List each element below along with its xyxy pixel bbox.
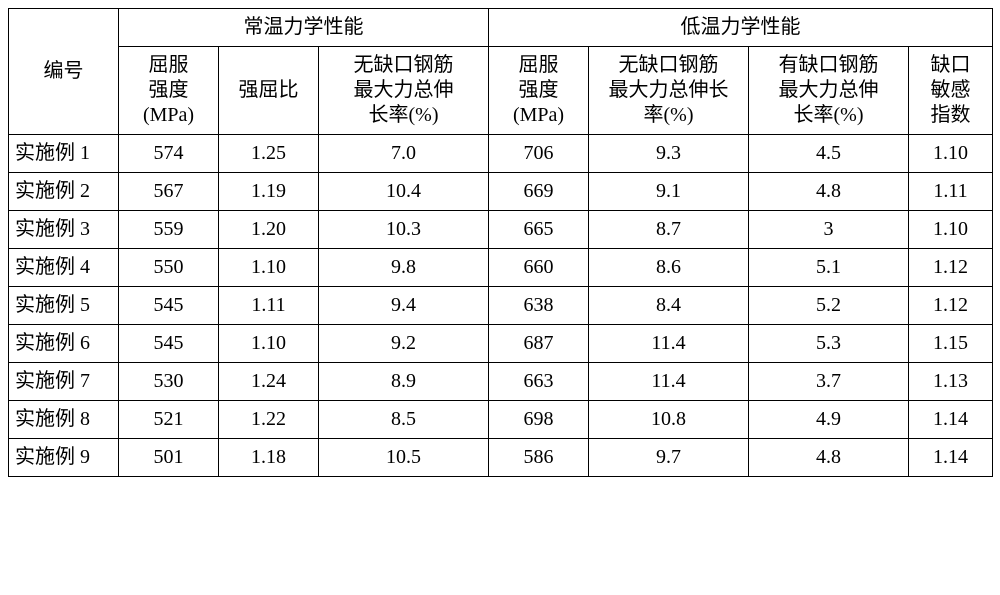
cell-lt-yield-strength: 665: [489, 211, 589, 249]
table-body: 实施例 15741.257.07069.34.51.10实施例 25671.19…: [9, 135, 993, 477]
cell-lt-elongation-notched: 4.8: [749, 439, 909, 477]
cell-rt-strength-ratio: 1.25: [219, 135, 319, 173]
cell-rt-strength-ratio: 1.20: [219, 211, 319, 249]
cell-lt-yield-strength: 660: [489, 249, 589, 287]
cell-rt-strength-ratio: 1.10: [219, 325, 319, 363]
header-lt-elongation-notched: 有缺口钢筋最大力总伸长率(%): [749, 47, 909, 135]
header-rt-elongation-unnotched: 无缺口钢筋最大力总伸长率(%): [319, 47, 489, 135]
cell-rt-strength-ratio: 1.10: [219, 249, 319, 287]
row-id: 实施例 1: [9, 135, 119, 173]
cell-lt-elongation-notched: 3.7: [749, 363, 909, 401]
cell-lt-yield-strength: 687: [489, 325, 589, 363]
row-id: 实施例 4: [9, 249, 119, 287]
cell-rt-elongation-unnotched: 9.8: [319, 249, 489, 287]
cell-lt-notch-sensitivity: 1.12: [909, 287, 993, 325]
table-row: 实施例 15741.257.07069.34.51.10: [9, 135, 993, 173]
cell-lt-elongation-notched: 3: [749, 211, 909, 249]
row-id: 实施例 9: [9, 439, 119, 477]
cell-lt-yield-strength: 663: [489, 363, 589, 401]
cell-lt-yield-strength: 638: [489, 287, 589, 325]
row-id: 实施例 6: [9, 325, 119, 363]
cell-rt-yield-strength: 545: [119, 325, 219, 363]
table-row: 实施例 75301.248.966311.43.71.13: [9, 363, 993, 401]
cell-lt-yield-strength: 586: [489, 439, 589, 477]
cell-lt-notch-sensitivity: 1.10: [909, 211, 993, 249]
cell-rt-strength-ratio: 1.22: [219, 401, 319, 439]
header-rt-yield-strength: 屈服强度(MPa): [119, 47, 219, 135]
cell-lt-notch-sensitivity: 1.12: [909, 249, 993, 287]
cell-lt-elongation-notched: 5.2: [749, 287, 909, 325]
cell-lt-notch-sensitivity: 1.14: [909, 439, 993, 477]
row-id: 实施例 7: [9, 363, 119, 401]
cell-rt-elongation-unnotched: 8.9: [319, 363, 489, 401]
cell-rt-strength-ratio: 1.19: [219, 173, 319, 211]
cell-lt-elongation-unnotched: 8.7: [589, 211, 749, 249]
table-row: 实施例 95011.1810.55869.74.81.14: [9, 439, 993, 477]
cell-rt-yield-strength: 559: [119, 211, 219, 249]
table-row: 实施例 85211.228.569810.84.91.14: [9, 401, 993, 439]
cell-lt-notch-sensitivity: 1.13: [909, 363, 993, 401]
cell-lt-elongation-notched: 4.9: [749, 401, 909, 439]
row-id: 实施例 8: [9, 401, 119, 439]
cell-rt-strength-ratio: 1.24: [219, 363, 319, 401]
cell-rt-elongation-unnotched: 10.5: [319, 439, 489, 477]
cell-lt-notch-sensitivity: 1.14: [909, 401, 993, 439]
cell-lt-elongation-unnotched: 9.3: [589, 135, 749, 173]
cell-lt-elongation-notched: 4.8: [749, 173, 909, 211]
cell-lt-notch-sensitivity: 1.11: [909, 173, 993, 211]
row-id: 实施例 3: [9, 211, 119, 249]
table-head: 编号 常温力学性能 低温力学性能 屈服强度(MPa) 强屈比 无缺口钢筋最大力总…: [9, 9, 993, 135]
cell-rt-yield-strength: 545: [119, 287, 219, 325]
cell-lt-elongation-notched: 5.1: [749, 249, 909, 287]
table-row: 实施例 35591.2010.36658.731.10: [9, 211, 993, 249]
cell-lt-yield-strength: 706: [489, 135, 589, 173]
header-group-low-temp: 低温力学性能: [489, 9, 993, 47]
header-rt-strength-ratio: 强屈比: [219, 47, 319, 135]
cell-rt-elongation-unnotched: 7.0: [319, 135, 489, 173]
cell-lt-elongation-unnotched: 11.4: [589, 363, 749, 401]
cell-rt-elongation-unnotched: 9.2: [319, 325, 489, 363]
properties-table: 编号 常温力学性能 低温力学性能 屈服强度(MPa) 强屈比 无缺口钢筋最大力总…: [8, 8, 993, 477]
cell-lt-elongation-unnotched: 11.4: [589, 325, 749, 363]
header-lt-elongation-unnotched: 无缺口钢筋最大力总伸长率(%): [589, 47, 749, 135]
cell-rt-yield-strength: 530: [119, 363, 219, 401]
cell-rt-elongation-unnotched: 10.3: [319, 211, 489, 249]
cell-lt-elongation-notched: 4.5: [749, 135, 909, 173]
table-row: 实施例 55451.119.46388.45.21.12: [9, 287, 993, 325]
table-row: 实施例 65451.109.268711.45.31.15: [9, 325, 993, 363]
cell-rt-yield-strength: 501: [119, 439, 219, 477]
cell-lt-yield-strength: 698: [489, 401, 589, 439]
header-id: 编号: [9, 9, 119, 135]
header-lt-notch-sensitivity: 缺口敏感指数: [909, 47, 993, 135]
cell-rt-yield-strength: 574: [119, 135, 219, 173]
cell-rt-yield-strength: 521: [119, 401, 219, 439]
cell-rt-elongation-unnotched: 10.4: [319, 173, 489, 211]
row-id: 实施例 5: [9, 287, 119, 325]
row-id: 实施例 2: [9, 173, 119, 211]
cell-rt-strength-ratio: 1.18: [219, 439, 319, 477]
cell-rt-yield-strength: 567: [119, 173, 219, 211]
cell-lt-elongation-unnotched: 8.6: [589, 249, 749, 287]
cell-lt-elongation-notched: 5.3: [749, 325, 909, 363]
cell-lt-elongation-unnotched: 8.4: [589, 287, 749, 325]
cell-lt-elongation-unnotched: 9.1: [589, 173, 749, 211]
cell-lt-elongation-unnotched: 10.8: [589, 401, 749, 439]
table-row: 实施例 25671.1910.46699.14.81.11: [9, 173, 993, 211]
cell-rt-yield-strength: 550: [119, 249, 219, 287]
header-group-room-temp: 常温力学性能: [119, 9, 489, 47]
cell-lt-notch-sensitivity: 1.10: [909, 135, 993, 173]
cell-rt-strength-ratio: 1.11: [219, 287, 319, 325]
cell-rt-elongation-unnotched: 8.5: [319, 401, 489, 439]
cell-rt-elongation-unnotched: 9.4: [319, 287, 489, 325]
header-lt-yield-strength: 屈服强度(MPa): [489, 47, 589, 135]
table-row: 实施例 45501.109.86608.65.11.12: [9, 249, 993, 287]
cell-lt-yield-strength: 669: [489, 173, 589, 211]
cell-lt-notch-sensitivity: 1.15: [909, 325, 993, 363]
cell-lt-elongation-unnotched: 9.7: [589, 439, 749, 477]
